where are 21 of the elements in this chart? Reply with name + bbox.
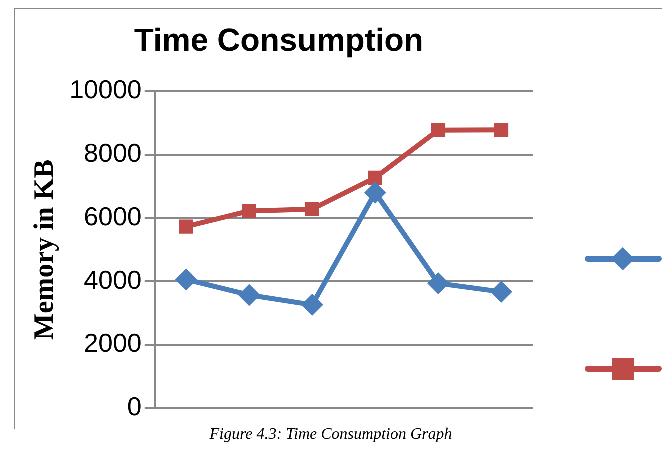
point — [238, 284, 260, 306]
point — [242, 204, 256, 218]
point — [179, 220, 194, 234]
point — [364, 182, 386, 204]
y-tick-label: 4000 — [84, 264, 142, 295]
y-tick-label: 2000 — [84, 328, 142, 358]
point — [494, 123, 509, 138]
point — [427, 272, 450, 294]
y-axis-title: Memory in KB — [29, 160, 60, 340]
point — [305, 202, 320, 216]
y-tick-label: 0 — [127, 392, 142, 422]
point — [368, 170, 383, 186]
y-tick-label: 6000 — [84, 201, 142, 232]
point — [175, 268, 198, 291]
chart-title: Time Consumption — [134, 22, 424, 58]
point — [301, 294, 324, 316]
point — [490, 281, 512, 304]
caption: Figure 4.3: Time Consumption Graph — [208, 426, 454, 444]
point — [431, 123, 446, 138]
y-tick-label: 10000 — [70, 74, 142, 105]
y-tick-label: 8000 — [84, 138, 142, 168]
